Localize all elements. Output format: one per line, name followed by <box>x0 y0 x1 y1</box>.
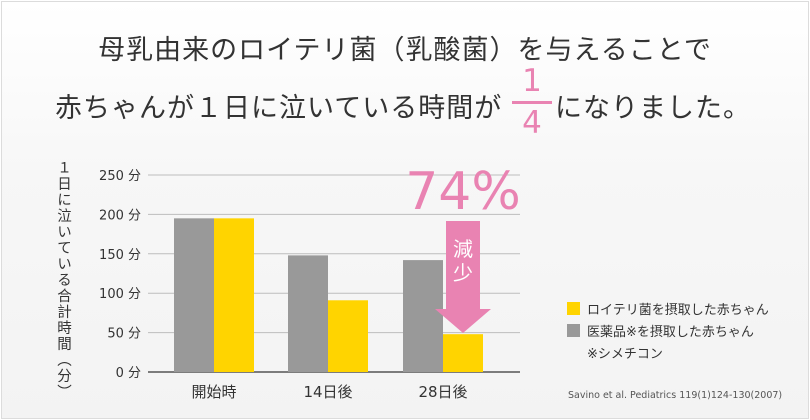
x-tick-label: 28日後 <box>418 383 467 401</box>
legend-label-reuteri: ロイテリ菌を摂取した赤ちゃん <box>587 302 769 318</box>
reduction-arrow-shaft <box>446 221 480 309</box>
source-citation: Savino et al. Pediatrics 119(1)124-130(2… <box>568 390 783 401</box>
headline-line-2-start: 赤ちゃんが１日に泣いている時間が <box>55 93 503 124</box>
legend-note: ※シメチコン <box>587 346 663 362</box>
y-tick-label: 250 分 <box>99 169 141 184</box>
headline-line-2-end: になりました。 <box>555 93 751 124</box>
reduction-arrow-head <box>435 309 491 333</box>
bar <box>443 334 483 372</box>
reduction-arrow-label-char: 少 <box>453 261 473 285</box>
reduction-percent: 74% <box>405 162 521 222</box>
fraction-one-quarter: 1 4 <box>509 64 555 140</box>
headline-line-1: 母乳由来のロイテリ菌（乳酸菌）を与えることで <box>98 35 712 66</box>
y-tick-label: 200 分 <box>99 208 141 223</box>
bar <box>174 218 214 372</box>
legend-swatch-medicine <box>567 323 580 337</box>
reduction-arrow-label-char: 減 <box>453 237 473 261</box>
bar <box>288 255 328 372</box>
y-tick-label: 50 分 <box>107 327 141 342</box>
y-tick-label: 100 分 <box>99 287 141 302</box>
legend-swatch-reuteri <box>567 301 580 315</box>
y-axis-label: １日に泣いている合計時間（分） <box>55 160 71 400</box>
x-tick-label: 開始時 <box>191 383 236 401</box>
bar <box>214 218 254 372</box>
legend: ロイテリ菌を摂取した赤ちゃん 医薬品※を摂取した赤ちゃん ※シメチコン <box>567 297 769 363</box>
legend-item-medicine: 医薬品※を摂取した赤ちゃん <box>567 319 769 341</box>
bar <box>403 260 443 372</box>
y-tick-label: 0 分 <box>116 366 141 381</box>
fraction-numerator: 1 <box>522 63 542 99</box>
x-tick-label: 14日後 <box>303 383 352 401</box>
legend-item-reuteri: ロイテリ菌を摂取した赤ちゃん <box>567 297 769 319</box>
fraction-bar <box>512 101 552 104</box>
y-tick-label: 150 分 <box>99 248 141 263</box>
legend-label-medicine: 医薬品※を摂取した赤ちゃん <box>587 324 754 340</box>
fraction-denominator: 4 <box>522 105 542 141</box>
bar <box>328 300 368 372</box>
